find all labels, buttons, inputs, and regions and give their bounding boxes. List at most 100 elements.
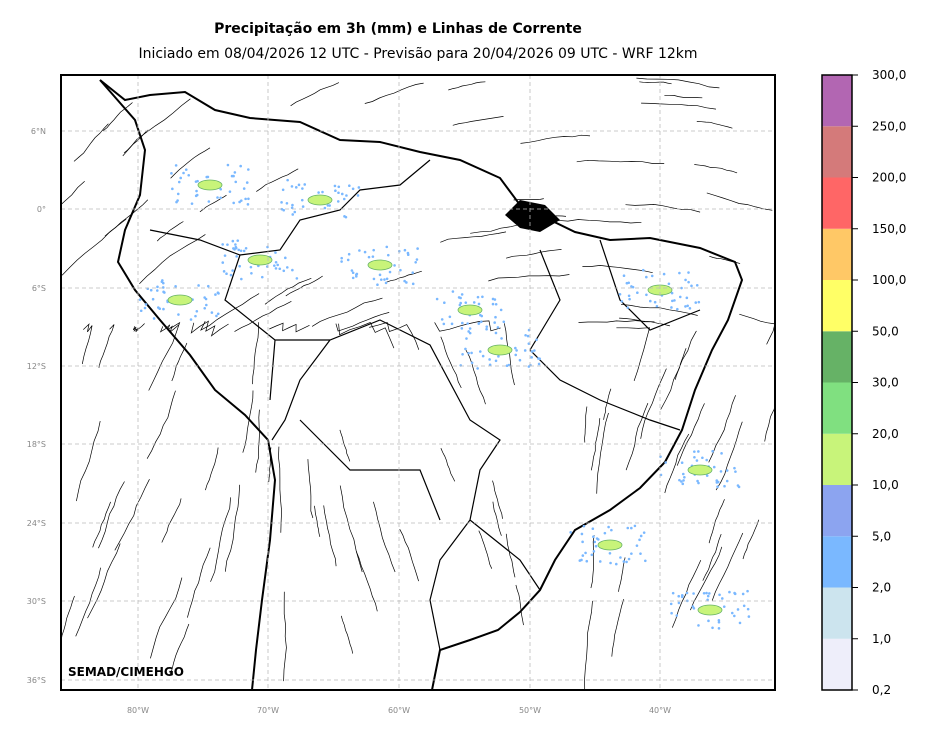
precip-dot — [681, 482, 685, 486]
streamline — [61, 595, 75, 642]
streamline — [715, 421, 743, 491]
precip-dot — [184, 168, 188, 171]
precip-dot — [160, 280, 164, 284]
precip-dot — [451, 290, 455, 293]
streamline — [73, 123, 109, 162]
precip-dot — [467, 330, 470, 333]
streamline — [711, 532, 744, 601]
precip-dot — [214, 293, 217, 296]
colorbar-bin — [822, 638, 852, 690]
precip-dot — [627, 281, 631, 285]
colorbar-bin — [822, 228, 852, 280]
precip-dot — [460, 293, 464, 296]
precip-dot — [695, 459, 699, 462]
streamline — [676, 403, 705, 466]
precip-dot — [351, 187, 355, 191]
precip-dot — [524, 333, 527, 337]
precip-dot — [274, 251, 277, 254]
precip-dot — [143, 306, 147, 310]
precip-dot — [467, 351, 470, 355]
precip-dot — [337, 185, 341, 189]
streamline — [492, 480, 503, 519]
precip-dot — [244, 197, 247, 201]
streamline — [156, 221, 184, 242]
precip-dot — [718, 593, 721, 597]
precip-dot — [138, 298, 142, 301]
precip-dot — [491, 297, 495, 301]
precip-dot — [603, 531, 607, 535]
precip-dot — [194, 194, 198, 198]
precip-dot — [274, 267, 278, 270]
precip-dot — [496, 326, 500, 329]
precip-dot — [592, 550, 596, 553]
precip-dot — [667, 282, 671, 286]
precip-dot — [650, 274, 654, 278]
streamline — [234, 300, 292, 332]
precip-dot — [622, 560, 626, 563]
precip-dot — [174, 164, 178, 167]
precip-dot — [680, 594, 684, 597]
precip-dot — [485, 327, 488, 331]
precip-dot — [347, 252, 351, 256]
streamline — [268, 447, 272, 483]
precip-dot — [627, 294, 631, 298]
precip-dot — [448, 315, 452, 319]
precip-dot — [282, 208, 286, 212]
precip-dot — [680, 461, 684, 464]
precip-dot — [280, 201, 283, 204]
streamline — [150, 577, 183, 659]
precip-dot — [723, 484, 726, 488]
precip-dot — [376, 283, 379, 286]
precip-dot — [639, 552, 642, 555]
precip-dot — [730, 611, 734, 615]
precip-dot — [476, 367, 479, 370]
streamline — [616, 327, 651, 382]
precip-dot — [707, 619, 710, 623]
precip-dot — [480, 314, 484, 318]
precip-dot — [685, 591, 689, 595]
colorbar-frame — [821, 74, 853, 691]
precip-dot — [659, 455, 662, 458]
precip-dot — [152, 317, 156, 320]
precip-dot — [405, 281, 408, 284]
precip-dot — [530, 356, 533, 359]
precip-dot — [465, 337, 468, 340]
precip-dot — [219, 187, 223, 191]
precip-dot — [205, 303, 208, 307]
precip-dot — [301, 205, 305, 208]
colorbar-bin — [822, 433, 852, 485]
precip-dot — [641, 268, 645, 272]
precip-dot — [195, 309, 199, 313]
precip-dot — [526, 334, 530, 338]
precip-dot — [697, 481, 700, 485]
precip-dot — [355, 275, 358, 278]
colorbar-bin — [822, 126, 852, 178]
precip-dot — [481, 295, 484, 299]
precip-dot — [720, 597, 724, 600]
precip-dot — [488, 363, 492, 367]
coastline — [99, 79, 744, 690]
streamline — [505, 533, 516, 578]
streamline — [290, 82, 340, 107]
precip-dot — [321, 190, 324, 194]
precip-dot — [618, 292, 622, 296]
precip-core — [687, 464, 713, 476]
streamline — [159, 324, 180, 334]
precip-dot — [340, 192, 344, 196]
precip-dot — [281, 188, 285, 192]
streamline — [576, 159, 665, 164]
precip-dot — [677, 594, 681, 598]
precip-dot — [636, 291, 639, 294]
colorbar-label: 250,0 — [872, 119, 906, 133]
precip-dot — [569, 531, 572, 534]
streamline — [369, 321, 420, 350]
precip-dot — [291, 203, 294, 207]
streamline — [478, 530, 493, 569]
precip-dot — [479, 320, 483, 324]
precip-dot — [500, 337, 503, 340]
precip-dot — [693, 455, 696, 459]
precip-dot — [747, 615, 751, 618]
subtitle: Iniciado em 08/04/2026 12 UTC - Previsão… — [138, 46, 697, 62]
precip-dot — [716, 485, 719, 489]
precip-dot — [706, 594, 710, 598]
